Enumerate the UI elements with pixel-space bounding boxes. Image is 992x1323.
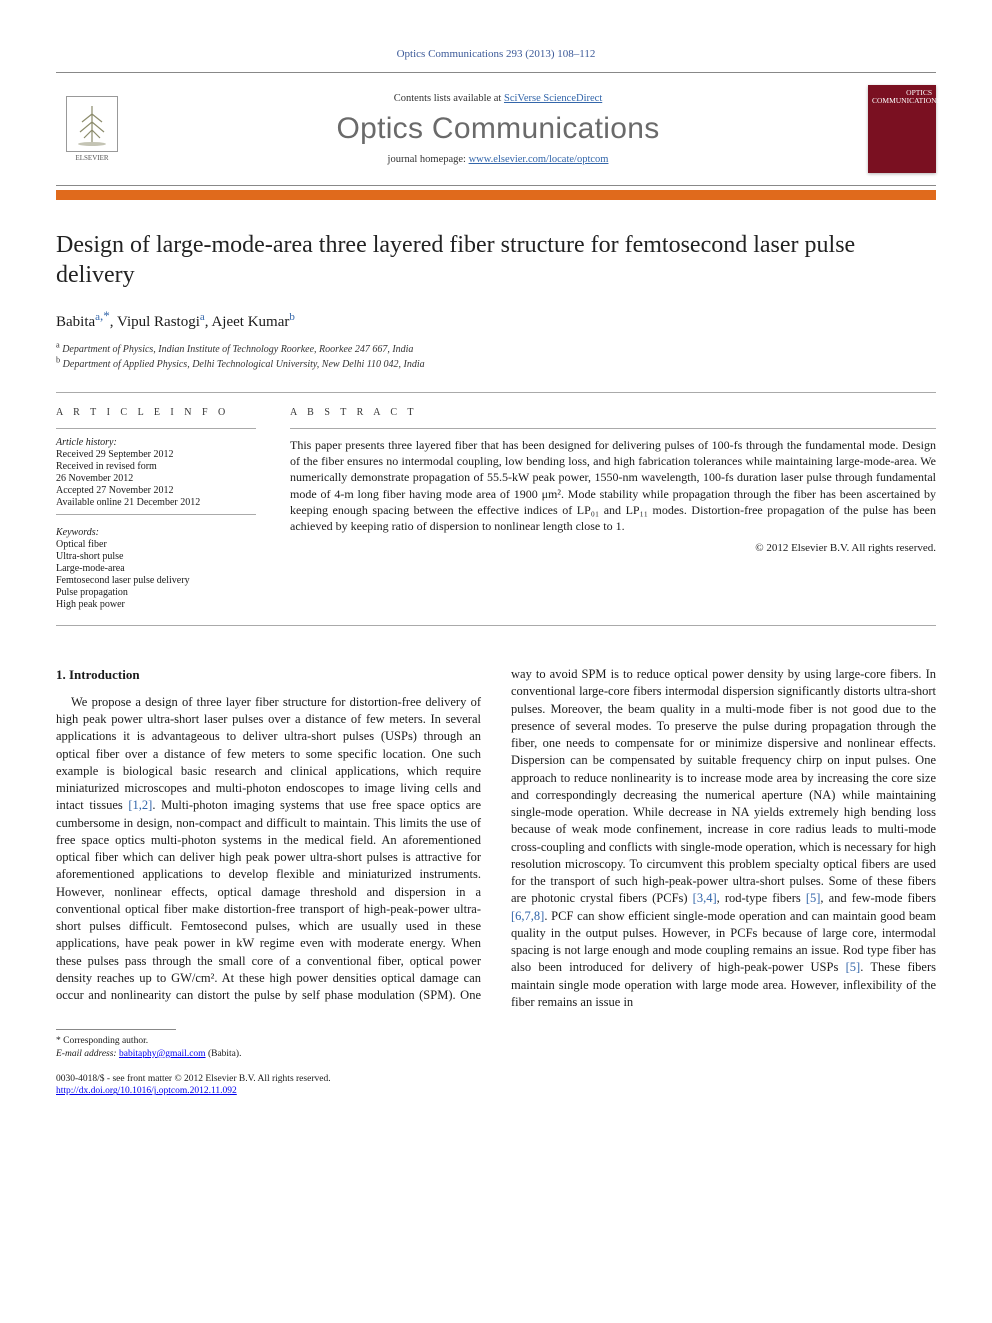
article-info-column: A R T I C L E I N F O Article history: R… <box>56 407 256 611</box>
citation-link[interactable]: [3,4] <box>693 891 717 905</box>
history-label: Article history: <box>56 437 256 448</box>
divider <box>56 625 936 626</box>
citation-link[interactable]: [5] <box>806 891 821 905</box>
divider <box>56 514 256 515</box>
history-item: 26 November 2012 <box>56 473 256 484</box>
contents-prefix: Contents lists available at <box>394 93 504 104</box>
abstract-text: This paper presents three layered fiber … <box>290 437 936 534</box>
affiliation-b: b Department of Applied Physics, Delhi T… <box>56 358 936 373</box>
journal-reference: Optics Communications 293 (2013) 108–112 <box>56 48 936 60</box>
elsevier-tree-icon <box>66 96 118 152</box>
info-abstract-row: A R T I C L E I N F O Article history: R… <box>56 393 936 625</box>
journal-cover-thumb: OPTICS COMMUNICATIONS <box>868 85 936 173</box>
author-aff-mark: b <box>289 311 295 323</box>
homepage-line: journal homepage: www.elsevier.com/locat… <box>146 154 850 165</box>
affiliation-text: Department of Applied Physics, Delhi Tec… <box>63 359 425 370</box>
issn-line: 0030-4018/$ - see front matter © 2012 El… <box>56 1073 331 1086</box>
email-line: E-mail address: babitaphy@gmail.com (Bab… <box>56 1048 936 1061</box>
body-text: . Multi-photon imaging systems that use … <box>56 798 481 985</box>
history-item: Available online 21 December 2012 <box>56 497 256 508</box>
homepage-link[interactable]: www.elsevier.com/locate/optcom <box>469 154 609 165</box>
author-name: Babita <box>56 314 95 330</box>
affiliation-a: a Department of Physics, Indian Institut… <box>56 343 936 358</box>
author-name: Ajeet Kumar <box>211 314 289 330</box>
contents-line: Contents lists available at SciVerse Sci… <box>146 93 850 104</box>
abstract-label: A B S T R A C T <box>290 407 936 418</box>
page: Optics Communications 293 (2013) 108–112… <box>0 0 992 1138</box>
orange-divider-bar <box>56 190 936 200</box>
keyword: Large-mode-area <box>56 563 256 574</box>
history-item: Accepted 27 November 2012 <box>56 485 256 496</box>
citation-link[interactable]: [1,2] <box>128 798 152 812</box>
publisher-logo: ELSEVIER <box>56 87 128 171</box>
body-text: , rod-type fibers <box>717 891 806 905</box>
body-text: We propose a design of three layer fiber… <box>56 695 481 813</box>
keywords-label: Keywords: <box>56 527 256 538</box>
article-info-label: A R T I C L E I N F O <box>56 407 256 418</box>
email-label: E-mail address: <box>56 1049 119 1059</box>
corresponding-mark: ,* <box>100 308 110 323</box>
footnotes: * Corresponding author. E-mail address: … <box>56 1035 936 1061</box>
intro-paragraph: We propose a design of three layer fiber… <box>56 666 936 1011</box>
citation-link[interactable]: [5] <box>846 960 861 974</box>
corresponding-author-note: * Corresponding author. <box>56 1035 936 1048</box>
journal-name: Optics Communications <box>146 112 850 146</box>
abstract-copyright: © 2012 Elsevier B.V. All rights reserved… <box>290 542 936 554</box>
header-center: Contents lists available at SciVerse Sci… <box>146 93 850 165</box>
doi-link[interactable]: http://dx.doi.org/10.1016/j.optcom.2012.… <box>56 1086 237 1096</box>
history-item: Received 29 September 2012 <box>56 449 256 460</box>
affiliation-text: Department of Physics, Indian Institute … <box>62 344 413 355</box>
keyword: High peak power <box>56 599 256 610</box>
sciencedirect-link[interactable]: SciVerse ScienceDirect <box>504 93 602 104</box>
publisher-name: ELSEVIER <box>75 154 108 162</box>
footnote-separator <box>56 1029 176 1030</box>
page-footer: 0030-4018/$ - see front matter © 2012 El… <box>56 1073 936 1099</box>
footer-left: 0030-4018/$ - see front matter © 2012 El… <box>56 1073 331 1099</box>
keyword: Optical fiber <box>56 539 256 550</box>
homepage-prefix: journal homepage: <box>388 154 469 165</box>
article-title: Design of large-mode-area three layered … <box>56 230 936 290</box>
journal-header: ELSEVIER Contents lists available at Sci… <box>56 72 936 186</box>
keyword: Ultra-short pulse <box>56 551 256 562</box>
author-list: Babitaa,*, Vipul Rastogia, Ajeet Kumarb <box>56 308 936 331</box>
author-aff-mark: a <box>200 311 205 323</box>
author-name: Vipul Rastogi <box>117 314 200 330</box>
body-two-column: 1. Introduction We propose a design of t… <box>56 666 936 1011</box>
author-email-link[interactable]: babitaphy@gmail.com <box>119 1049 206 1059</box>
email-who: (Babita). <box>206 1049 242 1059</box>
keyword: Femtosecond laser pulse delivery <box>56 575 256 586</box>
divider <box>56 428 256 429</box>
divider <box>290 428 936 429</box>
abstract-column: A B S T R A C T This paper presents thre… <box>290 407 936 611</box>
affiliations: a Department of Physics, Indian Institut… <box>56 343 936 372</box>
cover-title: OPTICS COMMUNICATIONS <box>872 89 932 106</box>
citation-link[interactable]: [6,7,8] <box>511 909 544 923</box>
body-text: , and few-mode fibers <box>820 891 936 905</box>
keyword: Pulse propagation <box>56 587 256 598</box>
history-item: Received in revised form <box>56 461 256 472</box>
section-heading-intro: 1. Introduction <box>56 666 481 684</box>
